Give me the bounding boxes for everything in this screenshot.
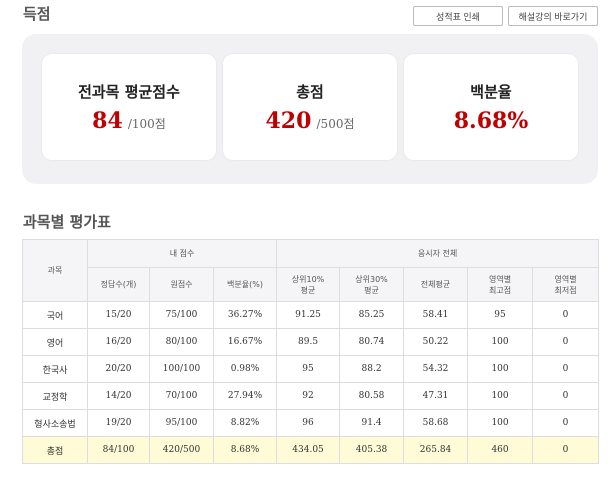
score-cell: 0 [532, 328, 600, 356]
score-cell: 20/20 [87, 355, 150, 383]
average-score-value: 84 [92, 108, 123, 134]
score-cell: 75/100 [149, 301, 214, 329]
score-cell: 95/100 [149, 409, 214, 437]
column-header: 영역별 최저점 [532, 267, 600, 302]
score-cell: 19/20 [87, 409, 150, 437]
average-score-label: 전과목 평균점수 [78, 83, 180, 101]
column-header: 원점수 [149, 267, 214, 302]
score-cell: 70/100 [149, 382, 214, 410]
score-cell: 0 [532, 355, 600, 383]
score-cell: 95 [276, 355, 341, 383]
score-cell: 50.22 [403, 328, 469, 356]
percentile-label: 백분율 [470, 83, 512, 101]
subject-name-cell: 형사소송법 [22, 409, 88, 437]
score-cell: 100 [467, 355, 534, 383]
table-row: 총점 84/100 420/500 8.68% 434.05 405.38 265.84 46… [22, 436, 600, 464]
evaluation-table: 과목 내 점수 응시자 전체 정답수(개) 원점수 백분율(%) 상위10% 평균 상위… [22, 239, 600, 464]
score-cell: 95 [467, 301, 534, 329]
score-cell: 100 [467, 382, 534, 410]
score-cell: 91.25 [276, 301, 341, 329]
table-row: 형사소송법 19/20 95/100 8.82% 96 91.4 58.68 100 0 [22, 409, 600, 437]
column-header: 정답수(개) [87, 267, 150, 302]
column-header: 상위10% 평균 [276, 267, 341, 302]
score-cell: 405.38 [339, 436, 405, 464]
evaluation-table-wrapper: 과목 내 점수 응시자 전체 정답수(개) 원점수 백분율(%) 상위10% 평균 상위… [22, 239, 600, 464]
score-cell: 434.05 [276, 436, 341, 464]
score-cell: 16/20 [87, 328, 150, 356]
subject-name-cell: 총점 [22, 436, 88, 464]
score-cell: 89.5 [276, 328, 341, 356]
table-row: 영어 16/20 80/100 16.67% 89.5 80.74 50.22 100 0 [22, 328, 600, 356]
score-cell: 0.98% [212, 355, 278, 383]
score-cell: 15/20 [87, 301, 150, 329]
score-cell: 16.67% [212, 328, 278, 356]
score-cell: 96 [276, 409, 341, 437]
score-cell: 8.82% [212, 409, 278, 437]
score-cell: 100 [467, 409, 534, 437]
score-cell: 27.94% [212, 382, 278, 410]
score-cell: 8.68% [212, 436, 278, 464]
table-row: 한국사 20/20 100/100 0.98% 95 88.2 54.32 100 0 [22, 355, 600, 383]
subject-name-cell: 국어 [22, 301, 88, 329]
column-header: 상위30% 평균 [339, 267, 405, 302]
total-score-card: 총점 420 /500점 [223, 54, 397, 160]
score-cell: 80.74 [339, 328, 405, 356]
score-cell: 14/20 [87, 382, 150, 410]
column-header: 백분율(%) [212, 267, 278, 302]
score-cell: 460 [467, 436, 534, 464]
score-cell: 36.27% [212, 301, 278, 329]
total-score-label: 총점 [296, 83, 324, 101]
score-cell: 0 [532, 382, 600, 410]
average-score-unit: /100점 [127, 117, 166, 131]
score-cell: 85.25 [339, 301, 405, 329]
print-report-button[interactable]: 성적표 인쇄 [413, 6, 503, 26]
score-cell: 84/100 [87, 436, 150, 464]
score-cell: 47.31 [403, 382, 469, 410]
subject-name-cell: 영어 [22, 328, 88, 356]
score-cell: 0 [532, 409, 600, 437]
score-cell: 265.84 [403, 436, 469, 464]
percentile-value: 8.68% [453, 108, 529, 134]
header-my-score: 내 점수 [86, 239, 278, 268]
evaluation-table-title: 과목별 평가표 [23, 213, 112, 231]
summary-panel: 전과목 평균점수 84 /100점 총점 420 /500점 백분율 8.68% [22, 34, 598, 184]
solution-lecture-button[interactable]: 해설강의 바로가기 [508, 6, 598, 26]
score-section-title: 득점 [23, 5, 51, 23]
column-header: 전체평균 [403, 267, 469, 302]
total-score-unit: /500점 [316, 117, 355, 131]
score-cell: 91.4 [339, 409, 405, 437]
total-score-value: 420 [265, 108, 312, 134]
percentile-card: 백분율 8.68% [404, 54, 578, 160]
table-row: 교정학 14/20 70/100 27.94% 92 80.58 47.31 100 0 [22, 382, 600, 410]
subject-name-cell: 교정학 [22, 382, 88, 410]
score-cell: 58.41 [403, 301, 469, 329]
header-all-candidates: 응시자 전체 [276, 239, 600, 268]
score-cell: 54.32 [403, 355, 469, 383]
column-header: 영역별 최고점 [467, 267, 534, 302]
score-cell: 80/100 [149, 328, 214, 356]
score-cell: 100 [467, 328, 534, 356]
score-cell: 100/100 [149, 355, 214, 383]
score-cell: 80.58 [339, 382, 405, 410]
table-row: 국어 15/20 75/100 36.27% 91.25 85.25 58.41 95 0 [22, 301, 600, 329]
subject-name-cell: 한국사 [22, 355, 88, 383]
score-cell: 88.2 [339, 355, 405, 383]
score-cell: 92 [276, 382, 341, 410]
header-subject: 과목 [22, 239, 88, 302]
score-cell: 420/500 [149, 436, 214, 464]
score-cell: 0 [532, 301, 600, 329]
score-cell: 58.68 [403, 409, 469, 437]
average-score-card: 전과목 평균점수 84 /100점 [42, 54, 216, 160]
score-cell: 0 [532, 436, 600, 464]
